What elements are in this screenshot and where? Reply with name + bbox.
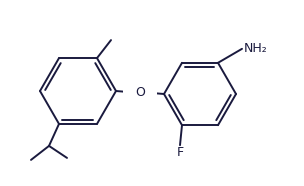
Text: F: F <box>176 146 184 159</box>
Text: O: O <box>135 86 145 99</box>
Text: NH₂: NH₂ <box>244 42 268 55</box>
